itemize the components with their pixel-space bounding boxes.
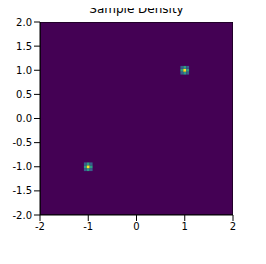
svg-text:-2.0: -2.0 [12, 210, 32, 221]
svg-text:0.5: 0.5 [16, 89, 32, 100]
svg-text:0: 0 [133, 221, 139, 232]
svg-text:-1: -1 [83, 221, 93, 232]
svg-text:-0.5: -0.5 [12, 137, 32, 148]
svg-text:-2: -2 [35, 221, 45, 232]
svg-text:2.0: 2.0 [16, 17, 32, 28]
svg-text:0.0: 0.0 [16, 113, 32, 124]
svg-text:-1.5: -1.5 [12, 185, 32, 196]
html-text:Sample Density: Sample Density [89, 2, 184, 16]
svg-text:1: 1 [182, 221, 188, 232]
svg-text:1.5: 1.5 [16, 41, 32, 52]
svg-text:2: 2 [230, 221, 236, 232]
svg-text:1.0: 1.0 [16, 65, 32, 76]
svg-text:-1.0: -1.0 [12, 161, 32, 172]
